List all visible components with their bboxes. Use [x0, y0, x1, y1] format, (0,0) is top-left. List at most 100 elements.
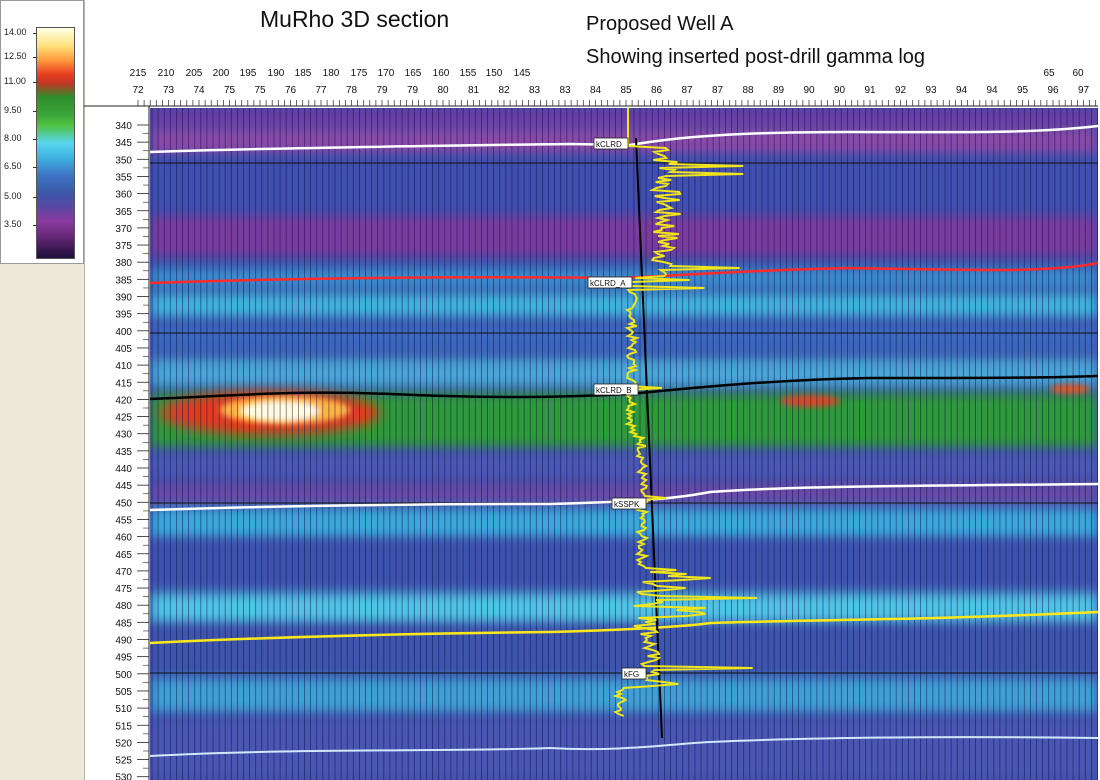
top-axis-tick-label: 205: [186, 68, 203, 79]
top-axis-tick-label: 82: [498, 85, 510, 96]
left-axis-tick-label: 495: [115, 653, 132, 664]
band-cyan-3: [150, 358, 1098, 388]
colorbar-label: 6.50: [4, 161, 37, 171]
band-cyan-4: [150, 508, 1098, 538]
left-axis-tick-label: 390: [115, 293, 132, 304]
top-axis-tick-label: 88: [742, 85, 754, 96]
top-axis-tick-label: 93: [925, 85, 937, 96]
left-axis-tick-label: 450: [115, 498, 132, 509]
top-axis-tick-label: 215: [130, 68, 147, 79]
band-cyan-2: [150, 293, 1098, 318]
top-axis-tick-label: 97: [1078, 85, 1090, 96]
top-axis-tick-label: 60: [1072, 68, 1084, 79]
horizon-tag-label: kCLRD_B: [596, 386, 632, 395]
horizon-tag-label: kFG: [624, 670, 639, 679]
left-axis-tick-label: 490: [115, 636, 132, 647]
top-axis-tick-label: 90: [834, 85, 846, 96]
colorbar-label: 11.00: [4, 76, 37, 86]
anomaly-red-edge: [1050, 384, 1090, 394]
left-axis-tick-label: 420: [115, 395, 132, 406]
well-description: Showing inserted post-drill gamma log: [586, 46, 926, 68]
left-axis-tick-label: 425: [115, 413, 132, 424]
left-axis-tick-label: 470: [115, 567, 132, 578]
trace-lines: [151, 108, 1098, 780]
top-axis-tick-label: 84: [590, 85, 602, 96]
horizon-line: [150, 124, 1098, 154]
left-axis-tick-label: 455: [115, 515, 132, 526]
band-blue-2: [150, 323, 1098, 353]
top-axis-tick-label: 79: [376, 85, 388, 96]
band-magenta-2: [150, 216, 1098, 256]
left-axis-tick-label: 525: [115, 756, 132, 767]
top-axis-tick-label: 90: [803, 85, 815, 96]
wellbore-line: [635, 137, 663, 739]
left-axis-tick-label: 360: [115, 190, 132, 201]
band-blue-4: [150, 543, 1098, 588]
well-name: Proposed Well A: [586, 13, 734, 35]
top-axis-tick-label: 75: [254, 85, 266, 96]
top-axis-tick-label: 79: [407, 85, 419, 96]
left-axis-tick-label: 395: [115, 310, 132, 321]
gamma-log-trace: [612, 108, 758, 717]
left-axis-tick-label: 435: [115, 447, 132, 458]
left-axis-tick-label: 400: [115, 327, 132, 338]
left-axis-tick-label: 515: [115, 721, 132, 732]
anomaly-red-small: [780, 395, 840, 407]
top-axis-tick-label: 180: [323, 68, 340, 79]
left-axis-tick-label: 345: [115, 138, 132, 149]
left-axis-tick-label: 480: [115, 601, 132, 612]
top-axis-tick-label: 145: [514, 68, 531, 79]
band-blue-5: [150, 628, 1098, 673]
top-axis-tick-label: 80: [437, 85, 449, 96]
horizon-tag-box: [593, 137, 629, 150]
section-title: MuRho 3D section: [260, 6, 450, 32]
top-axis-tick-label: 83: [559, 85, 571, 96]
colorbar-label: 12.50: [4, 51, 37, 61]
top-axis-tick-label: 150: [486, 68, 503, 79]
horizon-tag-box: [611, 497, 647, 510]
top-axis-tick-label: 210: [158, 68, 175, 79]
left-axis-tick-label: 505: [115, 687, 132, 698]
left-axis-tick-label: 530: [115, 773, 132, 780]
left-axis-tick-label: 445: [115, 481, 132, 492]
top-axis-tick-label: 92: [895, 85, 907, 96]
left-axis-tick-label: 485: [115, 618, 132, 629]
left-axis-tick-label: 440: [115, 464, 132, 475]
seismic-section[interactable]: kCLRD kCLRD_A kCLRD_B kSSPK kFG: [150, 108, 1098, 780]
top-axis-tick-label: 185: [295, 68, 312, 79]
top-axis-tick-label: 77: [315, 85, 327, 96]
top-axis-tick-label: 96: [1047, 85, 1059, 96]
horizon-tag-label: kSSPK: [614, 500, 640, 509]
top-axis-tick-label: 89: [773, 85, 785, 96]
top-axis-tick-label: 165: [405, 68, 422, 79]
left-axis-tick-label: 375: [115, 241, 132, 252]
top-axis-tick-label: 83: [529, 85, 541, 96]
top-axis-tick-label: 94: [956, 85, 968, 96]
top-axis-tick-label: 75: [224, 85, 236, 96]
top-axis-tick-label: 78: [346, 85, 358, 96]
left-axis-tick-label: 430: [115, 430, 132, 441]
left-axis-tick-label: 465: [115, 550, 132, 561]
colorbar-legend: 14.00 12.50 11.00 9.50 8.00 6.50 5.00 3.…: [0, 0, 84, 264]
well-overlay: kCLRD kCLRD_A kCLRD_B kSSPK kFG: [587, 108, 758, 739]
band-top-purple: [150, 108, 1098, 128]
band-cyan-6: [150, 678, 1098, 713]
left-axis-tick-label: 520: [115, 738, 132, 749]
left-panel: 14.00 12.50 11.00 9.50 8.00 6.50 5.00 3.…: [0, 0, 85, 780]
top-axis-tick-label: 74: [193, 85, 205, 96]
band-blue-3: [150, 453, 1098, 478]
left-axis-tick-label: 415: [115, 378, 132, 389]
left-axis-tick-label: 365: [115, 207, 132, 218]
left-axis-tick-label: 380: [115, 258, 132, 269]
top-axis-tick-label: 81: [468, 85, 480, 96]
top-axis-tick-label: 155: [460, 68, 477, 79]
top-axis-tick-label: 190: [268, 68, 285, 79]
top-axis-tick-label: 65: [1043, 68, 1055, 79]
left-axis-tick-label: 405: [115, 344, 132, 355]
top-axis-tick-label: 87: [681, 85, 693, 96]
top-axis-tick-label: 76: [285, 85, 297, 96]
top-axis-tick-label: 160: [433, 68, 450, 79]
top-axis: 215 210 205 200 195 190 185 180 175 170 165 160 155 1…: [84, 68, 1098, 107]
top-axis-tick-label: 85: [620, 85, 632, 96]
colorbar-label: 9.50: [4, 105, 37, 115]
